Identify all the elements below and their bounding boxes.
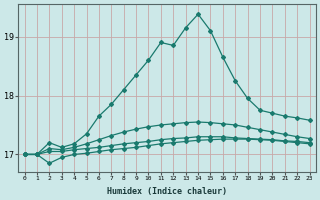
X-axis label: Humidex (Indice chaleur): Humidex (Indice chaleur): [107, 187, 227, 196]
